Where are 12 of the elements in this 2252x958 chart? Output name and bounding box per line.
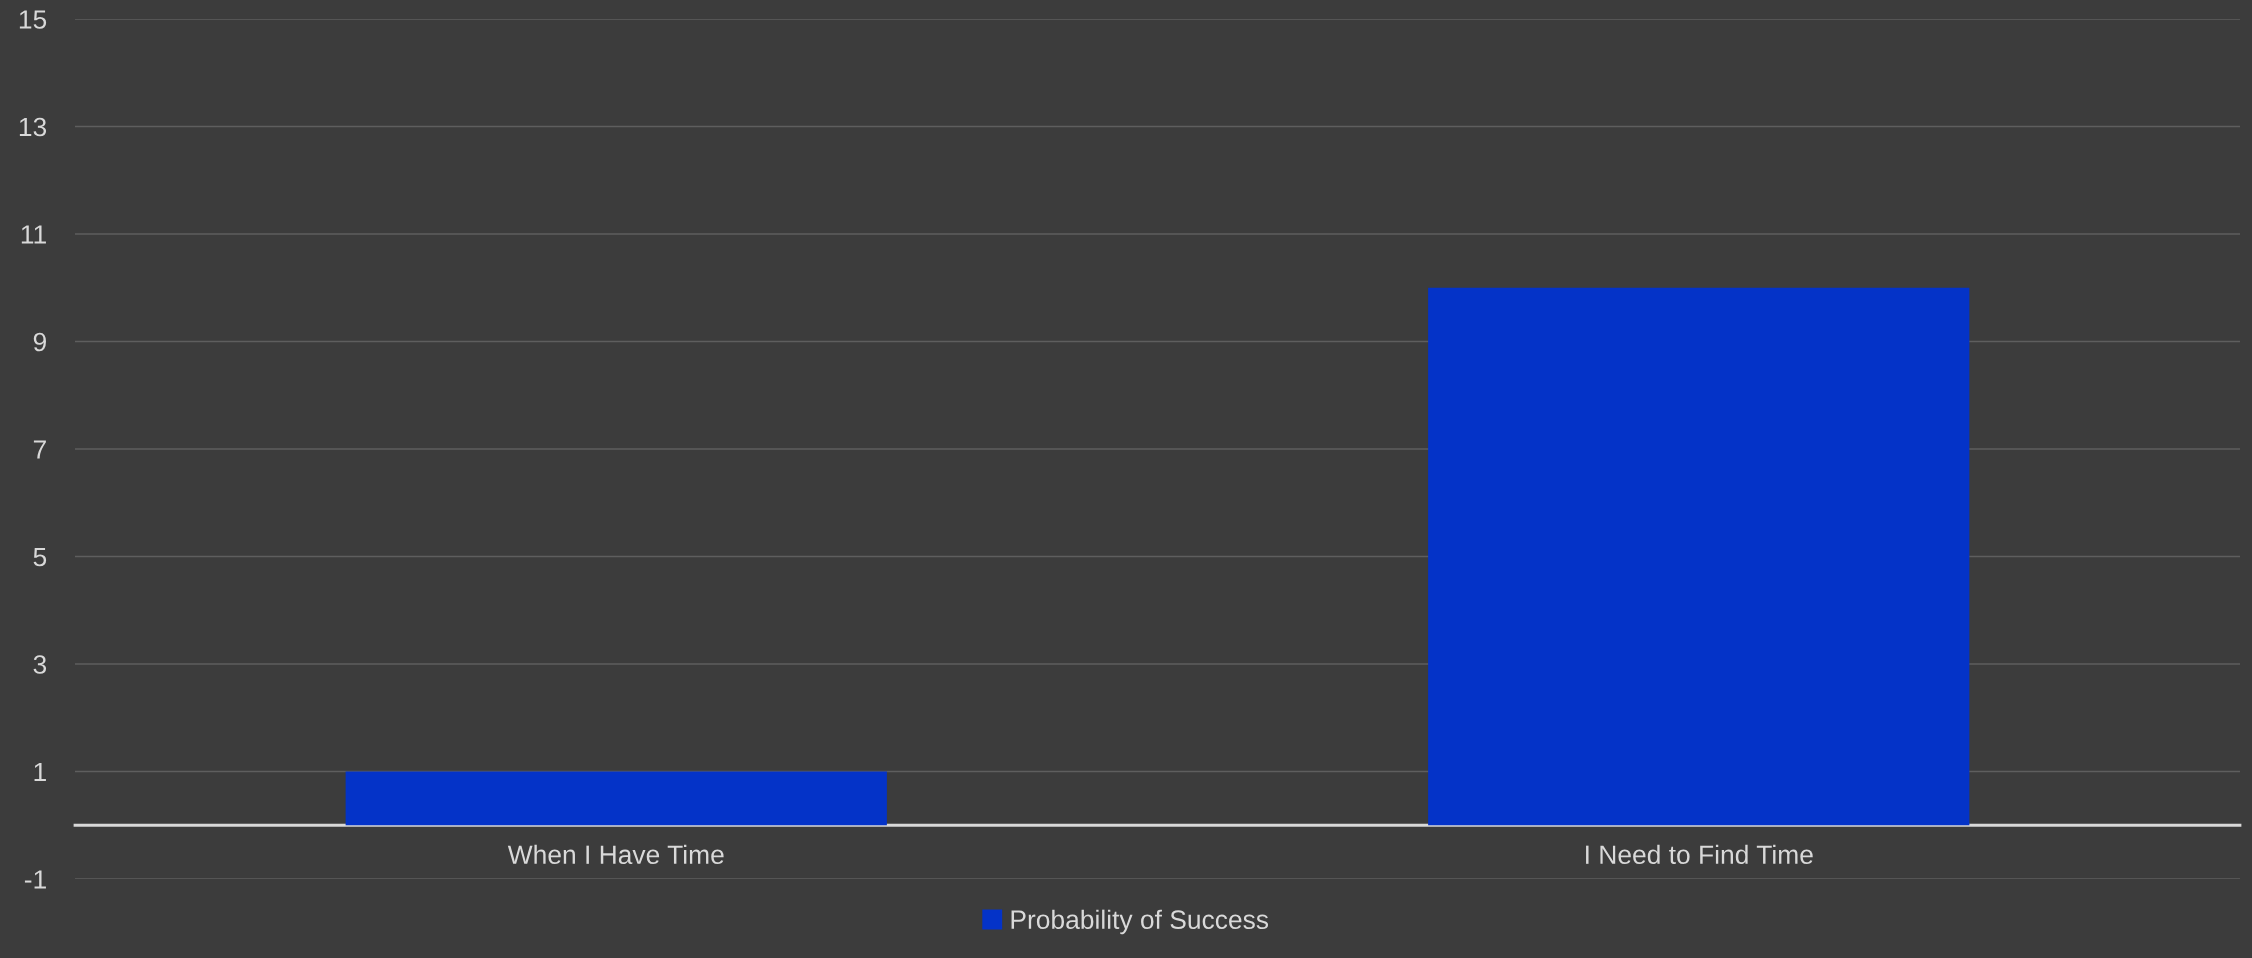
y-tick-label: 11 <box>21 225 46 244</box>
y-tick-label: 13 <box>19 117 47 137</box>
y-tick-label: 7 <box>33 440 46 459</box>
x-tick-label: When I Have Time <box>507 844 724 865</box>
y-tick-label: 1 <box>34 762 46 782</box>
y-tick-label: 3 <box>33 655 47 674</box>
y-tick-label: 15 <box>19 10 47 29</box>
y-tick-label: 5 <box>33 547 47 567</box>
x-tick-label: I Need to Find Time <box>1586 844 1813 865</box>
legend-label: Probability of Success <box>1011 909 1269 935</box>
y-tick-label: 9 <box>33 332 46 352</box>
y-tick-label: -1 <box>24 870 46 889</box>
